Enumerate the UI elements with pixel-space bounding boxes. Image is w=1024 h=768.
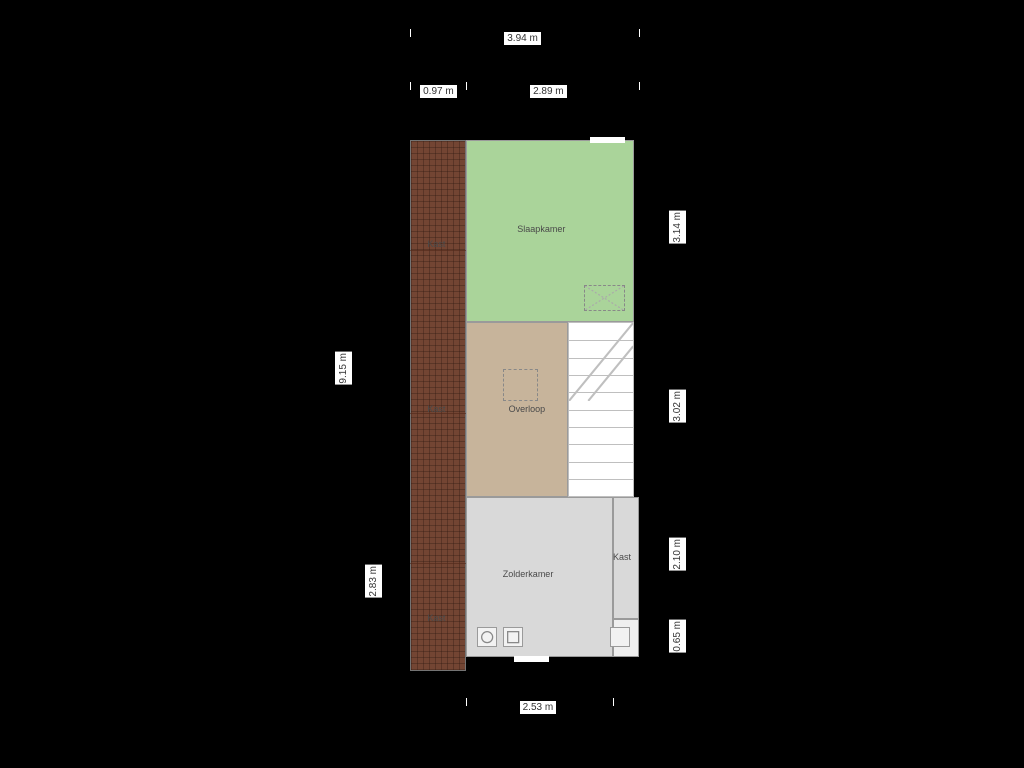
tick — [613, 698, 614, 706]
dim-right-slaap: 3.14 m — [669, 211, 686, 244]
washer-icon — [477, 627, 497, 647]
label-kast-1: Kast — [427, 239, 445, 249]
floorplan-canvas: Slaapkamer Overloop Zolderkamer Kast Kas… — [0, 0, 1024, 768]
tick — [466, 698, 467, 706]
sink-icon — [503, 627, 523, 647]
label-slaapkamer: Slaapkamer — [517, 224, 565, 234]
dim-top-left: 0.97 m — [420, 85, 457, 98]
dim-right-kast: 2.10 m — [669, 538, 686, 571]
dim-left-bottom: 2.83 m — [365, 565, 382, 598]
tick — [639, 82, 640, 90]
dim-top-total: 3.94 m — [504, 32, 541, 45]
label-kast-3: Kast — [427, 613, 445, 623]
window-bottom — [514, 656, 549, 662]
tick — [410, 29, 411, 37]
tick — [410, 82, 411, 90]
dim-right-void: 0.65 m — [669, 620, 686, 653]
dim-top-right: 2.89 m — [530, 85, 567, 98]
dim-bottom: 2.53 m — [520, 701, 557, 714]
tick — [466, 82, 467, 90]
label-overloop: Overloop — [509, 404, 546, 414]
dim-right-overloop: 3.02 m — [669, 390, 686, 423]
dim-left-total: 9.15 m — [335, 352, 352, 385]
partition — [410, 563, 466, 564]
tick — [639, 29, 640, 37]
dashed-inset-slaapkamer — [584, 285, 625, 311]
window-top — [590, 137, 625, 143]
partition — [410, 250, 466, 251]
unit-icon — [610, 627, 630, 647]
label-kast-2: Kast — [427, 404, 445, 414]
label-zolderkamer: Zolderkamer — [503, 569, 554, 579]
dashed-inset-overloop — [503, 369, 538, 401]
label-kast-right: Kast — [613, 552, 631, 562]
stairs — [568, 322, 634, 497]
